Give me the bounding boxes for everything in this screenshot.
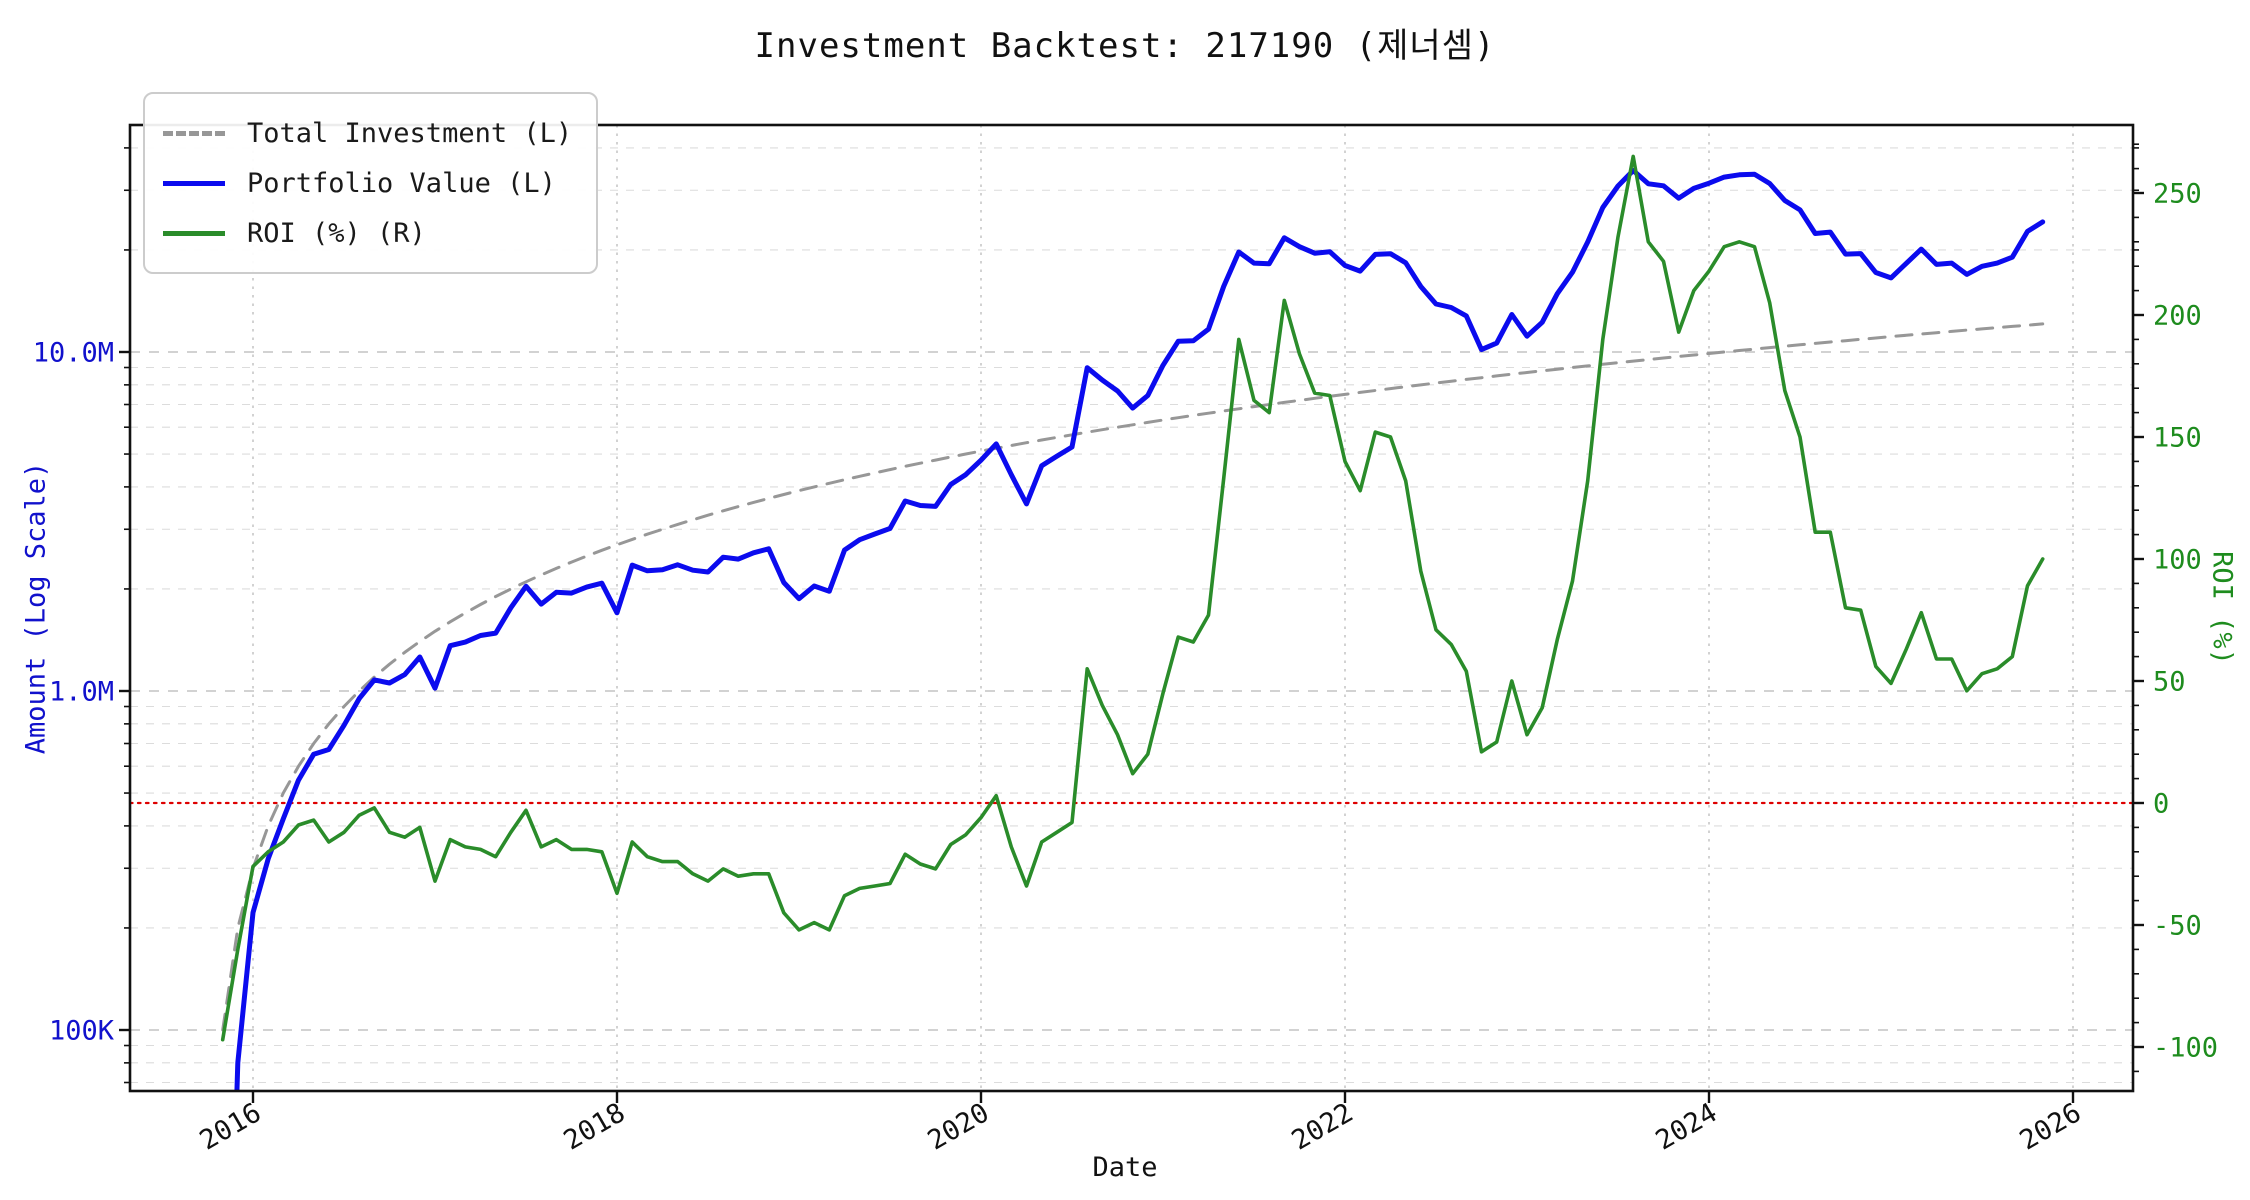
left-tick-label: 100K bbox=[49, 1015, 115, 1046]
left-tick-label: 1.0M bbox=[49, 676, 114, 707]
x-tick-label: 2018 bbox=[559, 1097, 631, 1156]
investment-line bbox=[221, 322, 2045, 1032]
legend-label: Total Investment (L) bbox=[247, 117, 573, 149]
legend: Total Investment (L) Portfolio Value (L) R… bbox=[143, 92, 599, 274]
legend-item-roi-line: ROI (%) (R) bbox=[163, 208, 572, 258]
legend-label: ROI (%) (R) bbox=[247, 217, 426, 249]
right-tick-label: 0 bbox=[2153, 788, 2169, 819]
legend-swatch-portfolio-line bbox=[163, 180, 225, 186]
x-tick-label: 2016 bbox=[195, 1097, 267, 1156]
right-tick-label: 250 bbox=[2153, 178, 2202, 209]
x-tick-label: 2020 bbox=[923, 1097, 995, 1156]
x-tick-label: 2026 bbox=[2015, 1097, 2087, 1156]
left-tick-label: 10.0M bbox=[33, 337, 114, 368]
right-tick-label: 200 bbox=[2153, 300, 2202, 331]
portfolio-line bbox=[234, 168, 2046, 1091]
right-tick-label: 100 bbox=[2153, 544, 2202, 575]
x-axis-title: Date bbox=[1092, 1152, 1158, 1183]
x-tick-label: 2022 bbox=[1287, 1097, 1359, 1156]
gridlines bbox=[130, 125, 2133, 1091]
right-tick-label: -50 bbox=[2153, 910, 2202, 941]
legend-item-portfolio-line: Portfolio Value (L) bbox=[163, 158, 572, 208]
legend-label: Portfolio Value (L) bbox=[247, 167, 556, 199]
right-axis-title: ROI (%) bbox=[2206, 551, 2238, 665]
legend-swatch-investment-line bbox=[163, 130, 225, 136]
right-tick-label: -100 bbox=[2153, 1032, 2218, 1063]
right-tick-label: 150 bbox=[2153, 422, 2202, 453]
legend-item-investment-line: Total Investment (L) bbox=[163, 108, 572, 158]
chart-title: Investment Backtest: 217190 (제너셈) bbox=[754, 26, 1496, 66]
series-lines bbox=[130, 154, 2133, 1091]
right-tick-label: 50 bbox=[2153, 666, 2186, 697]
plot-border bbox=[128, 123, 2135, 1093]
x-tick-label: 2024 bbox=[1651, 1097, 1723, 1156]
left-axis-title: Amount (Log Scale) bbox=[20, 461, 52, 755]
legend-swatch-roi-line bbox=[163, 230, 225, 236]
roi-line bbox=[220, 154, 2045, 1042]
